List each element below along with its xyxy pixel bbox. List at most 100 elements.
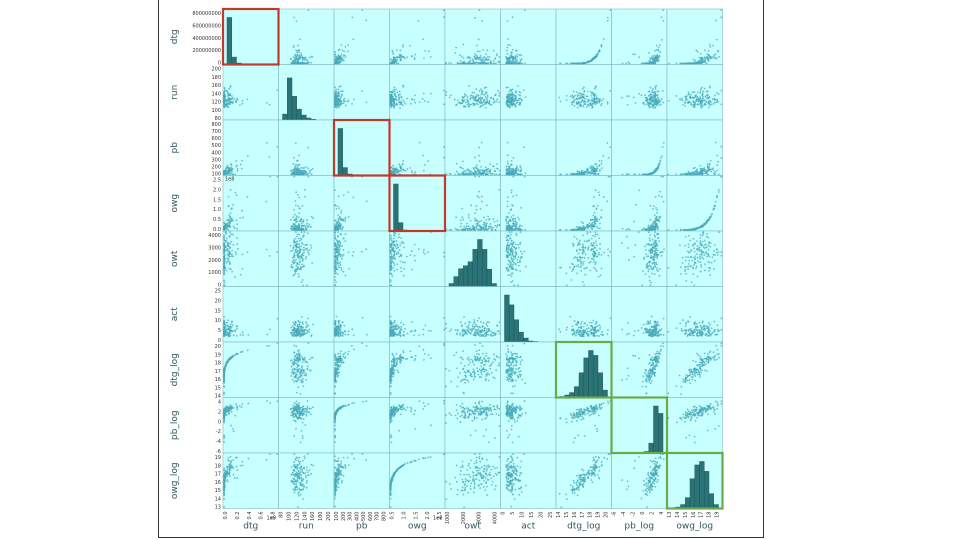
scatter-point	[709, 57, 712, 60]
scatter-point	[701, 61, 704, 63]
scatter-point	[660, 97, 663, 100]
scatter-point	[397, 171, 400, 174]
scatter-point	[709, 45, 712, 48]
scatter-point	[709, 168, 712, 171]
scatter-point	[241, 159, 243, 162]
scatter-point	[306, 222, 308, 225]
scatter-point	[594, 168, 596, 170]
scatter-point	[401, 45, 404, 48]
scatter-point	[649, 204, 652, 207]
scatter-point	[493, 220, 496, 223]
scatter-point	[485, 228, 487, 231]
scatter-point	[565, 99, 568, 102]
scatter-point	[625, 228, 628, 231]
scatter-point	[474, 57, 477, 60]
scatter-point	[476, 221, 479, 223]
scatter-point	[569, 228, 572, 231]
scatter-point	[392, 53, 395, 55]
scatter-point	[651, 91, 653, 94]
scatter-point	[298, 57, 301, 60]
scatter-point	[479, 207, 482, 210]
scatter-point	[477, 196, 480, 199]
scatter-point	[478, 190, 481, 193]
scatter-point	[455, 162, 458, 165]
scatter-point	[597, 227, 600, 230]
scatter-point	[297, 49, 300, 52]
scatter-point	[594, 217, 596, 220]
scatter-point	[295, 163, 297, 166]
scatter-point	[397, 93, 400, 96]
scatter-point	[704, 61, 707, 64]
scatter-point	[231, 270, 234, 273]
scatter-point	[707, 106, 710, 109]
scatter-point	[477, 62, 480, 65]
scatter-point	[296, 227, 299, 230]
scatter-point	[337, 195, 340, 198]
scatter-point	[310, 173, 313, 176]
scatter-point	[476, 50, 479, 53]
scatter-point	[480, 220, 483, 222]
scatter-point	[297, 223, 300, 226]
scatter-point	[712, 169, 715, 172]
scatter-point	[515, 226, 518, 228]
scatter-point	[480, 100, 482, 103]
scatter-point	[310, 61, 313, 64]
scatter-point	[246, 251, 249, 254]
scatter-point	[593, 94, 596, 97]
scatter-point	[475, 88, 478, 90]
scatter-point	[337, 88, 340, 91]
scatter-point	[507, 101, 510, 104]
scatter-point	[512, 156, 515, 159]
scatter-point	[473, 170, 476, 173]
scatter-point	[336, 220, 339, 223]
scatter-point	[519, 101, 522, 104]
scatter-point	[649, 57, 652, 60]
scatter-point	[692, 172, 695, 175]
scatter-point	[466, 56, 469, 59]
scatter-point	[295, 191, 298, 194]
scatter-point	[596, 204, 599, 207]
scatter-point	[346, 100, 349, 103]
scatter-point	[485, 58, 488, 61]
scatter-point	[479, 58, 481, 61]
scatter-point	[409, 44, 411, 47]
scatter-point	[704, 99, 706, 101]
scatter-point	[514, 217, 517, 220]
scatter-point	[680, 97, 683, 100]
scatter-point	[223, 279, 226, 282]
scatter-point	[598, 99, 601, 102]
scatter-point	[506, 46, 509, 49]
scatter-point	[339, 218, 342, 221]
scatter-point	[477, 100, 480, 103]
scatter-point	[507, 57, 510, 60]
scatter-point	[341, 49, 344, 52]
scatter-point	[708, 217, 711, 220]
scatter-point	[310, 225, 312, 228]
scatter-point	[565, 95, 568, 97]
figure-frame: dtg 0 200000000 400000000 600000000 800000000…	[158, 0, 764, 538]
scatter-point	[566, 62, 569, 65]
scatter-point	[310, 215, 313, 218]
scatter-point	[709, 216, 712, 219]
scatter-point	[691, 62, 694, 65]
scatter-point	[524, 172, 527, 175]
scatter-point	[711, 56, 714, 59]
scatter-point	[461, 216, 464, 219]
scatter-point	[335, 88, 337, 91]
scatter-point	[656, 211, 658, 214]
scatter-point	[699, 92, 702, 94]
scatter-point	[396, 91, 399, 94]
scatter-point	[578, 92, 581, 94]
scatter-point	[402, 44, 405, 46]
scatter-point	[338, 85, 341, 88]
scatter-point	[515, 62, 517, 65]
scatter-point	[448, 62, 450, 64]
scatter-point	[307, 175, 310, 178]
scatter-point	[307, 9, 310, 12]
scatter-point	[645, 103, 648, 106]
scatter-point	[477, 173, 479, 175]
scatter-point	[652, 62, 655, 65]
panel-bg	[389, 8, 446, 65]
scatter-point	[508, 228, 510, 231]
panel-bg	[389, 119, 446, 176]
